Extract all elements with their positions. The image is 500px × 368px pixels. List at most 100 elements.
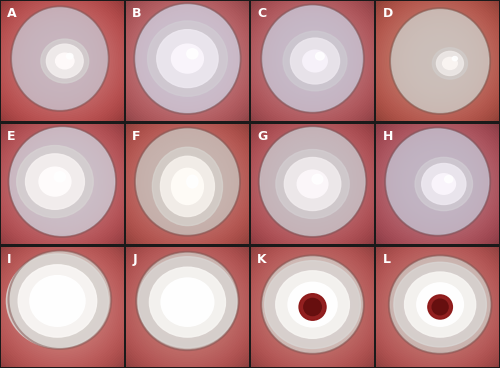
Ellipse shape xyxy=(390,261,484,353)
Ellipse shape xyxy=(52,171,73,192)
Ellipse shape xyxy=(96,93,280,275)
Ellipse shape xyxy=(164,284,212,330)
Ellipse shape xyxy=(10,127,115,236)
Ellipse shape xyxy=(0,0,164,162)
Ellipse shape xyxy=(408,152,467,212)
Ellipse shape xyxy=(92,0,284,155)
Ellipse shape xyxy=(374,245,500,368)
Ellipse shape xyxy=(336,84,500,284)
Ellipse shape xyxy=(39,36,80,81)
Ellipse shape xyxy=(0,226,144,368)
Ellipse shape xyxy=(0,117,131,251)
Ellipse shape xyxy=(364,0,500,134)
Ellipse shape xyxy=(232,105,392,263)
Ellipse shape xyxy=(1,124,124,244)
Ellipse shape xyxy=(167,160,208,203)
Text: B: B xyxy=(132,7,141,20)
Ellipse shape xyxy=(169,283,206,319)
Ellipse shape xyxy=(104,0,272,144)
Ellipse shape xyxy=(22,18,98,100)
Ellipse shape xyxy=(252,1,374,121)
Ellipse shape xyxy=(156,270,220,332)
Ellipse shape xyxy=(294,288,332,326)
Ellipse shape xyxy=(400,143,475,220)
Ellipse shape xyxy=(109,0,266,138)
Ellipse shape xyxy=(102,0,274,146)
Ellipse shape xyxy=(0,92,156,276)
Ellipse shape xyxy=(286,30,340,87)
Ellipse shape xyxy=(106,0,270,142)
Ellipse shape xyxy=(187,49,198,59)
Ellipse shape xyxy=(146,266,230,348)
Ellipse shape xyxy=(282,277,344,337)
Ellipse shape xyxy=(222,0,402,149)
Ellipse shape xyxy=(253,125,372,243)
Ellipse shape xyxy=(30,275,94,339)
Ellipse shape xyxy=(100,98,276,270)
Ellipse shape xyxy=(88,209,288,368)
Ellipse shape xyxy=(152,145,224,219)
Ellipse shape xyxy=(299,292,326,318)
Ellipse shape xyxy=(395,261,486,348)
Ellipse shape xyxy=(334,205,500,368)
Ellipse shape xyxy=(0,0,135,132)
Ellipse shape xyxy=(365,113,500,255)
Ellipse shape xyxy=(88,0,288,159)
Ellipse shape xyxy=(45,285,75,314)
Ellipse shape xyxy=(220,216,404,368)
Ellipse shape xyxy=(428,295,452,319)
Ellipse shape xyxy=(0,0,146,144)
Ellipse shape xyxy=(276,20,349,98)
Ellipse shape xyxy=(214,88,410,280)
Ellipse shape xyxy=(37,159,88,209)
Ellipse shape xyxy=(56,55,63,62)
Ellipse shape xyxy=(6,6,118,116)
Ellipse shape xyxy=(304,298,322,316)
Ellipse shape xyxy=(302,295,322,314)
Ellipse shape xyxy=(18,265,96,337)
Ellipse shape xyxy=(272,21,353,100)
Ellipse shape xyxy=(0,220,150,368)
Ellipse shape xyxy=(0,216,154,368)
Ellipse shape xyxy=(230,103,394,265)
Ellipse shape xyxy=(389,136,486,232)
Ellipse shape xyxy=(394,137,480,226)
Ellipse shape xyxy=(438,59,442,63)
Ellipse shape xyxy=(311,303,314,306)
Ellipse shape xyxy=(135,133,240,235)
Ellipse shape xyxy=(137,253,237,349)
Ellipse shape xyxy=(387,11,488,111)
Ellipse shape xyxy=(344,0,500,153)
Ellipse shape xyxy=(47,45,72,72)
Ellipse shape xyxy=(26,268,94,332)
Ellipse shape xyxy=(34,31,86,86)
Ellipse shape xyxy=(55,295,65,305)
Ellipse shape xyxy=(269,141,356,227)
Ellipse shape xyxy=(402,272,473,342)
Ellipse shape xyxy=(28,28,96,94)
Ellipse shape xyxy=(152,267,222,335)
Ellipse shape xyxy=(398,16,482,106)
Ellipse shape xyxy=(135,10,240,112)
Ellipse shape xyxy=(0,99,148,269)
Ellipse shape xyxy=(104,101,272,267)
Ellipse shape xyxy=(412,282,463,332)
Ellipse shape xyxy=(32,31,93,91)
Ellipse shape xyxy=(136,128,239,235)
Ellipse shape xyxy=(346,216,500,368)
Ellipse shape xyxy=(40,158,85,205)
Ellipse shape xyxy=(277,149,348,219)
Ellipse shape xyxy=(432,176,443,187)
Ellipse shape xyxy=(308,53,318,64)
Ellipse shape xyxy=(270,138,355,225)
Ellipse shape xyxy=(32,277,93,337)
Ellipse shape xyxy=(92,213,284,368)
Ellipse shape xyxy=(274,146,351,222)
Ellipse shape xyxy=(348,0,500,149)
Ellipse shape xyxy=(399,146,476,222)
Ellipse shape xyxy=(16,15,110,107)
Ellipse shape xyxy=(20,261,100,338)
Ellipse shape xyxy=(274,268,351,342)
Ellipse shape xyxy=(43,165,82,203)
Ellipse shape xyxy=(291,36,335,82)
